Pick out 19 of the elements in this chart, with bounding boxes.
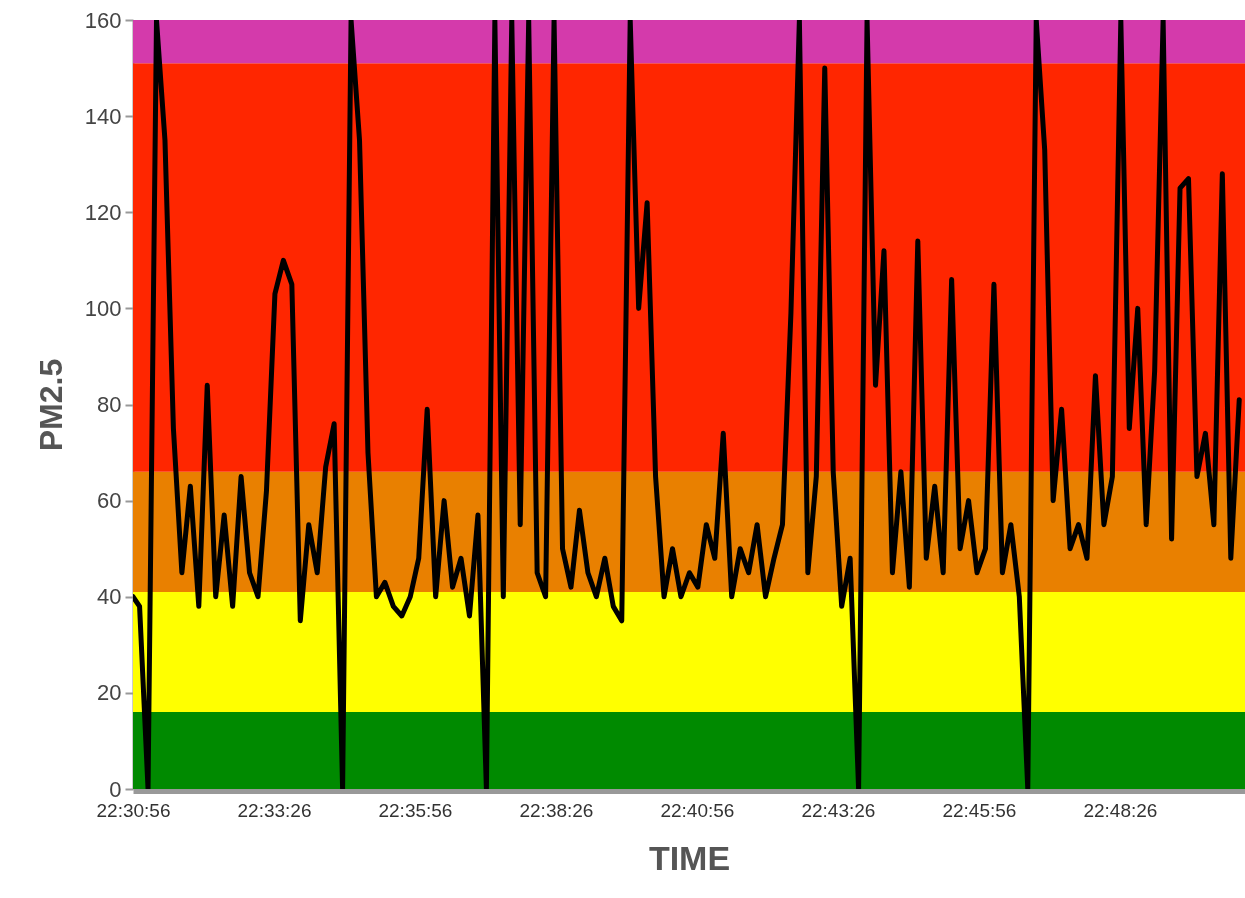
- y-tick-label: 0: [109, 776, 122, 802]
- y-tick-label: 120: [84, 199, 122, 225]
- x-tick-label: 22:48:26: [1083, 799, 1158, 821]
- x-tick-label: 22:43:26: [801, 799, 876, 821]
- x-tick-label: 22:33:26: [237, 799, 312, 821]
- x-tick-label: 22:35:56: [378, 799, 453, 821]
- x-tick-label: 22:40:56: [660, 799, 735, 821]
- y-tick-label: 140: [84, 103, 122, 129]
- y-tick-label: 60: [97, 488, 122, 514]
- y-axis-title: PM2.5: [32, 358, 69, 452]
- y-tick-label: 20: [97, 680, 122, 706]
- x-tick-label: 22:38:26: [519, 799, 594, 821]
- y-tick-label: 160: [84, 7, 122, 33]
- y-tick-label: 80: [97, 392, 122, 417]
- x-tick-label: 22:30:56: [96, 799, 171, 821]
- x-tick-label: 22:45:56: [942, 799, 1017, 821]
- y-tick-label: 100: [84, 295, 122, 321]
- x-axis-title: TIME: [648, 838, 731, 877]
- y-tick-label: 40: [97, 584, 122, 610]
